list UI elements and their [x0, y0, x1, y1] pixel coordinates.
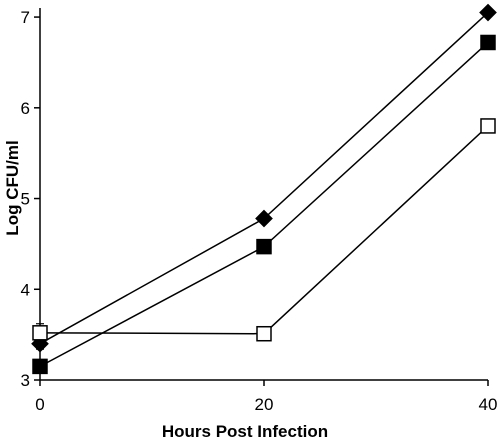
series-line — [39, 41, 489, 368]
y-axis-title: Log CFU/ml — [3, 140, 22, 235]
series-1 — [31, 3, 497, 353]
series-line — [39, 125, 489, 335]
data-point — [255, 209, 273, 228]
y-tick-label: 3 — [21, 371, 30, 390]
y-tick-label: 6 — [21, 99, 30, 118]
data-point — [32, 325, 48, 341]
series-layer — [31, 3, 497, 375]
data-point — [256, 238, 272, 255]
series-line — [39, 11, 489, 345]
x-tick-label: 20 — [255, 395, 274, 414]
x-tick-label: 0 — [35, 395, 44, 414]
series-3 — [32, 118, 496, 343]
y-tick-label: 4 — [21, 280, 30, 299]
y-tick-label: 7 — [21, 8, 30, 27]
data-point — [480, 34, 496, 51]
data-point — [256, 325, 272, 342]
axes: 3 4 5 6 7 0 20 40 — [21, 8, 498, 414]
series-2 — [32, 34, 496, 375]
data-point — [480, 118, 496, 134]
x-tick-label: 40 — [479, 395, 498, 414]
data-point — [479, 3, 497, 22]
data-point — [32, 358, 48, 375]
x-axis-title: Hours Post Infection — [162, 422, 328, 441]
y-tick-label: 5 — [21, 190, 30, 209]
